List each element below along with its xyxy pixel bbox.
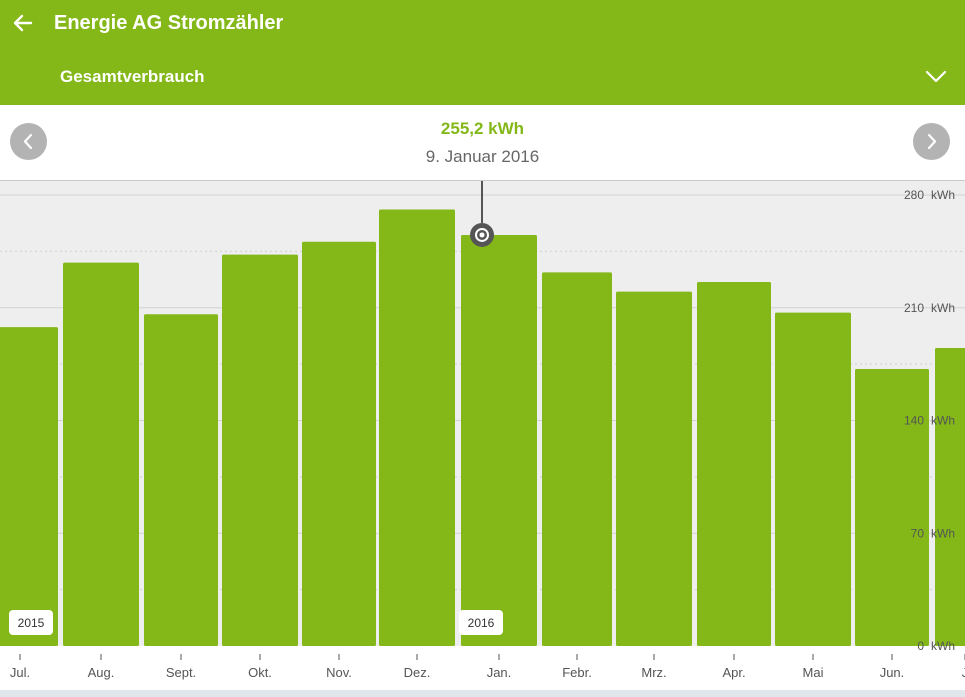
x-tick-label: Jan. (487, 665, 512, 680)
year-badge-label: 2015 (18, 616, 45, 630)
app-bar: Energie AG Stromzähler Gesamtverbrauch (0, 0, 965, 105)
y-tick-unit: kWh (931, 188, 955, 202)
year-badge-label: 2016 (468, 616, 495, 630)
chart-bar[interactable] (935, 348, 965, 646)
y-tick-unit: kWh (931, 639, 955, 653)
selection-info-panel: 255,2 kWh 9. Januar 2016 (0, 105, 965, 181)
chart-bar[interactable] (302, 241, 376, 647)
x-tick-label: Jul. (10, 665, 30, 680)
chevron-down-icon[interactable] (924, 67, 948, 87)
y-tick-label: 140 (904, 414, 924, 428)
x-tick-label: Nov. (326, 665, 352, 680)
y-tick-unit: kWh (931, 414, 955, 428)
selected-date: 9. Januar 2016 (425, 147, 540, 166)
y-tick-label: 210 (904, 301, 924, 315)
x-tick-label: Okt. (248, 665, 272, 680)
page-title: Energie AG Stromzähler (54, 12, 284, 34)
x-tick-label: Sept. (166, 665, 196, 680)
x-tick-label: Jun. (880, 665, 905, 680)
y-tick-label: 280 (904, 188, 924, 202)
previous-period-button[interactable] (10, 123, 47, 160)
x-tick-label: Febr. (562, 665, 592, 680)
x-tick-label: Apr. (722, 665, 745, 680)
chart-bar[interactable] (222, 254, 298, 646)
selection-marker-ring (475, 227, 489, 242)
chart-bar[interactable] (616, 291, 692, 646)
y-tick-unit: kWh (931, 301, 955, 315)
x-tick-label: J (962, 665, 965, 680)
x-tick-label: Aug. (88, 665, 115, 680)
chart-bar[interactable] (0, 327, 58, 646)
chart-bar[interactable] (855, 368, 929, 646)
x-tick-label: Mrz. (641, 665, 666, 680)
x-tick-label: Dez. (404, 665, 431, 680)
y-tick-label: 0 (917, 639, 924, 653)
selected-value: 255,2 kWh (440, 119, 525, 138)
consumption-selector[interactable]: Gesamtverbrauch (60, 67, 205, 86)
chart-bar[interactable] (379, 209, 455, 646)
arrow-left-icon[interactable] (10, 10, 36, 36)
y-tick-unit: kWh (931, 526, 955, 540)
x-axis-bar (0, 646, 965, 690)
chart-bar[interactable] (461, 234, 537, 646)
bottom-strip (0, 690, 965, 697)
chart-bar[interactable] (775, 312, 851, 646)
x-tick-label: Mai (803, 665, 824, 680)
year-badge (9, 610, 53, 635)
chart-bar[interactable] (542, 272, 612, 646)
year-badge (459, 610, 503, 635)
selection-marker-dot (479, 232, 485, 238)
chevron-left-icon (23, 133, 33, 150)
next-period-button[interactable] (913, 123, 950, 160)
chart-bar[interactable] (697, 281, 771, 646)
chart-bar[interactable] (144, 314, 218, 646)
chevron-right-icon (927, 133, 937, 150)
y-tick-label: 70 (911, 526, 925, 540)
chart-bar[interactable] (63, 262, 139, 646)
